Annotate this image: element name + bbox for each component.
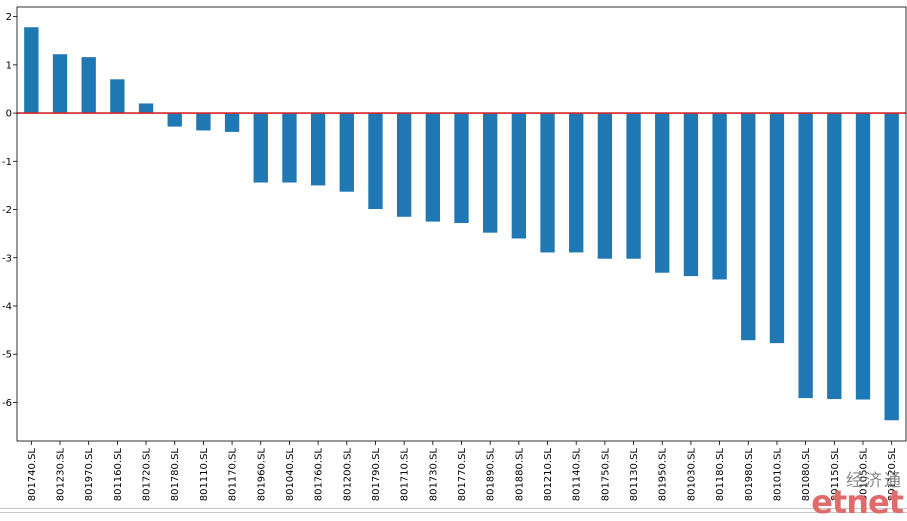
x-tick-label: 801050.SL bbox=[858, 448, 869, 502]
bar bbox=[282, 113, 297, 183]
x-tick-label: 801160.SL bbox=[113, 448, 124, 502]
bar bbox=[253, 113, 268, 183]
bar bbox=[597, 113, 613, 259]
etnet-watermark: 经济通 etnet bbox=[811, 471, 904, 521]
x-tick-label: 801710.SL bbox=[400, 448, 411, 502]
x-tick-label: 801080.SL bbox=[801, 448, 812, 502]
x-tick-label: 801790.SL bbox=[371, 448, 382, 502]
bar bbox=[483, 113, 498, 233]
bar bbox=[339, 113, 354, 192]
bar bbox=[712, 113, 727, 280]
bar bbox=[52, 54, 68, 114]
y-tick-label: -5 bbox=[2, 350, 12, 361]
bar bbox=[626, 113, 641, 259]
bar bbox=[24, 27, 39, 114]
bar bbox=[884, 113, 899, 421]
x-tick-label: 801150.SL bbox=[830, 448, 841, 502]
bar bbox=[167, 113, 182, 127]
bar bbox=[110, 79, 125, 114]
y-tick-label: 1 bbox=[6, 60, 12, 71]
bar bbox=[81, 57, 96, 114]
x-tick-label: 801140.SL bbox=[572, 448, 583, 502]
bar bbox=[511, 113, 527, 239]
bottom-divider bbox=[0, 508, 907, 509]
bottom-divider bbox=[0, 512, 907, 513]
x-tick-label: 801720.SL bbox=[142, 448, 153, 502]
y-tick-label: -2 bbox=[2, 205, 12, 216]
x-tick-label: 801880.SL bbox=[514, 448, 525, 502]
bar bbox=[310, 113, 326, 186]
x-tick-label: 801960.SL bbox=[256, 448, 267, 502]
x-tick-label: 801130.SL bbox=[629, 448, 640, 502]
y-tick-label: -6 bbox=[2, 398, 12, 409]
x-tick-label: 801010.SL bbox=[772, 448, 783, 502]
x-tick-label: 801890.SL bbox=[486, 448, 497, 502]
bar bbox=[425, 113, 440, 222]
bar bbox=[655, 113, 670, 273]
y-tick-label: -3 bbox=[2, 253, 12, 264]
x-tick-label: 801030.SL bbox=[686, 448, 697, 502]
y-tick-label: 2 bbox=[6, 12, 12, 23]
x-tick-label: 801210.SL bbox=[543, 448, 554, 502]
x-tick-label: 801950.SL bbox=[658, 448, 669, 502]
bar bbox=[769, 113, 785, 344]
x-tick-label: 801750.SL bbox=[600, 448, 611, 502]
y-tick-label: -1 bbox=[2, 157, 12, 168]
bar bbox=[569, 113, 584, 253]
x-tick-label: 801770.SL bbox=[457, 448, 468, 502]
x-tick-label: 801970.SL bbox=[84, 448, 95, 502]
bar bbox=[798, 113, 813, 399]
y-tick-label: -4 bbox=[2, 301, 12, 312]
x-tick-label: 801730.SL bbox=[428, 448, 439, 502]
x-tick-label: 801760.SL bbox=[314, 448, 325, 502]
bar bbox=[454, 113, 469, 224]
x-tick-label: 801740.SL bbox=[27, 448, 38, 502]
y-tick-label: 0 bbox=[6, 109, 12, 120]
bar bbox=[396, 113, 412, 217]
bar bbox=[540, 113, 555, 253]
x-tick-label: 801120.SL bbox=[887, 448, 898, 502]
bar bbox=[827, 113, 842, 400]
watermark-english: etnet bbox=[811, 483, 904, 521]
bar bbox=[683, 113, 699, 277]
x-tick-label: 801040.SL bbox=[285, 448, 296, 502]
bar bbox=[196, 113, 211, 131]
bar bbox=[224, 113, 240, 132]
watermark-chinese: 经济通 bbox=[846, 471, 903, 491]
bar bbox=[138, 103, 154, 114]
x-tick-label: 801180.SL bbox=[715, 448, 726, 502]
x-tick-label: 801170.SL bbox=[228, 448, 239, 502]
bar bbox=[855, 113, 871, 400]
x-tick-label: 801230.SL bbox=[56, 448, 67, 502]
x-tick-label: 801200.SL bbox=[342, 448, 353, 502]
x-tick-label: 801110.SL bbox=[199, 448, 210, 502]
x-tick-label: 801980.SL bbox=[744, 448, 755, 502]
bar bbox=[368, 113, 383, 210]
x-tick-label: 801780.SL bbox=[170, 448, 181, 502]
bar bbox=[741, 113, 756, 341]
